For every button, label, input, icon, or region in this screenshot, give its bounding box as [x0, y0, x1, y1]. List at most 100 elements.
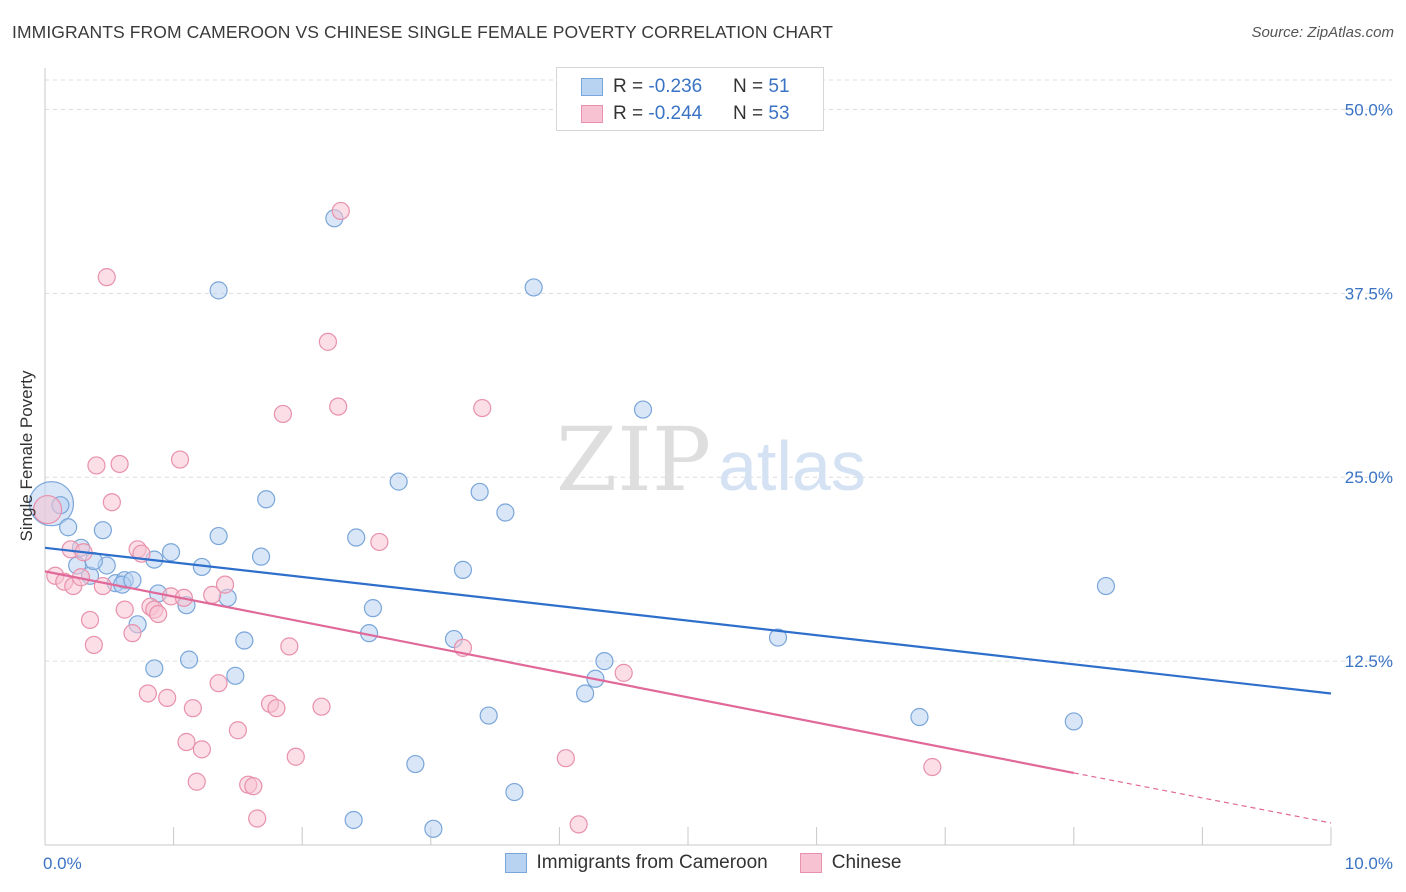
chinese-point — [80, 610, 100, 630]
cameroon-point — [389, 472, 408, 491]
series-legend: Immigrants from Cameroon Chinese — [0, 852, 1406, 874]
chinese-point — [170, 450, 190, 469]
watermark-zip: ZIP — [556, 408, 711, 511]
chinese-point — [923, 757, 942, 777]
chinese-point — [102, 493, 121, 512]
chinese-point — [115, 600, 134, 619]
chinese-point — [228, 721, 247, 740]
chinese-point — [187, 772, 206, 791]
y-axis-label: Single Female Poverty — [17, 370, 36, 542]
y-tick-label: 50.0% — [1345, 100, 1393, 119]
cameroon-point — [524, 278, 543, 297]
cameroon-point — [161, 543, 181, 562]
tick-labels: 12.5% 25.0% 37.5% 50.0% 0.0% 10.0% — [43, 100, 1393, 873]
chinese-point — [370, 532, 389, 552]
legend-r-label: R = — [613, 103, 649, 124]
legend-item-cameroon[interactable]: Immigrants from Cameroon — [504, 852, 768, 874]
legend-swatch-cameroon — [581, 78, 603, 96]
cameroon-point — [59, 518, 78, 537]
chinese-point — [473, 398, 492, 418]
legend-r-value: -0.236 — [648, 76, 703, 97]
legend-label-cameroon: Immigrants from Cameroon — [536, 852, 768, 873]
chinese-point — [87, 456, 106, 475]
grid-lines — [45, 79, 1392, 662]
chinese-point — [158, 688, 177, 707]
stats-legend: R = -0.236 N = 51 R = -0.244 N = 53 — [556, 67, 824, 131]
chinese-point — [280, 637, 299, 656]
cameroon-point — [633, 400, 653, 419]
legend-row-chinese: R = -0.244 N = 53 — [581, 101, 790, 127]
chinese-point — [183, 699, 202, 718]
chinese-point — [329, 397, 348, 416]
cameroon-point — [1064, 712, 1083, 731]
chinese-point — [215, 575, 235, 594]
legend-item-chinese[interactable]: Chinese — [799, 852, 902, 874]
axes — [44, 68, 1332, 846]
chinese-point — [267, 699, 286, 718]
cameroon-point — [344, 810, 363, 830]
chinese-point — [209, 674, 228, 693]
chinese-point — [138, 684, 157, 703]
chinese-point — [244, 777, 263, 796]
chinese-point — [286, 747, 305, 766]
cameroon-point — [424, 819, 443, 838]
cameroon-point — [123, 571, 142, 590]
chinese-point — [97, 268, 116, 287]
chinese-point — [312, 697, 331, 716]
cameroon-point — [235, 631, 254, 650]
chinese-point — [614, 663, 633, 682]
y-tick-label: 12.5% — [1345, 652, 1393, 671]
chart-title: IMMIGRANTS FROM CAMEROON VS CHINESE SING… — [12, 22, 834, 42]
cameroon-point — [470, 482, 489, 502]
chinese-point — [123, 624, 142, 643]
chinese-point — [110, 454, 129, 474]
legend-r-value: -0.244 — [648, 103, 703, 124]
chinese-point — [273, 404, 293, 424]
chinese-point — [248, 809, 267, 828]
chinese-point — [177, 732, 196, 752]
legend-n-value: 53 — [768, 103, 790, 124]
trend-lines — [44, 546, 1332, 824]
y-tick-label: 37.5% — [1345, 284, 1393, 303]
legend-row-cameroon: R = -0.236 N = 51 — [581, 74, 790, 100]
cameroon-point — [1096, 576, 1116, 596]
cameroon-point — [363, 599, 383, 618]
chinese-trend-extension — [1073, 772, 1332, 824]
cameroon-point — [910, 707, 929, 727]
cameroon-point — [505, 782, 524, 802]
chinese-point — [149, 604, 168, 624]
source-label: Source: ZipAtlas.com — [1251, 24, 1394, 41]
cameroon-point — [209, 526, 228, 546]
cameroon-point — [226, 666, 245, 685]
cameroon-point — [406, 754, 425, 774]
watermark-atlas: atlas — [718, 427, 866, 505]
cameroon-point — [209, 281, 228, 300]
cameroon-point — [145, 659, 164, 678]
cameroon-point — [595, 652, 614, 671]
cameroon-point — [347, 528, 366, 547]
legend-swatch-chinese — [581, 105, 603, 123]
chinese-point — [556, 749, 575, 768]
x-tick-label: 10.0% — [1345, 854, 1393, 873]
chinese-point — [93, 576, 112, 596]
chinese-point — [32, 494, 63, 525]
chinese-point — [84, 635, 103, 655]
data-points — [28, 201, 1116, 838]
chinese-point — [331, 201, 350, 221]
cameroon-point — [257, 490, 276, 509]
x-tick-label: 0.0% — [43, 854, 82, 873]
legend-n-label: N = — [733, 76, 769, 97]
cameroon-trend-line — [44, 546, 1332, 695]
chinese-point — [192, 740, 211, 759]
chinese-point — [318, 332, 338, 351]
legend-n-label: N = — [733, 103, 769, 124]
cameroon-point — [453, 560, 473, 579]
cameroon-point — [479, 706, 498, 725]
legend-n-value: 51 — [768, 76, 790, 97]
cameroon-point — [179, 650, 199, 669]
cameroon-point — [496, 503, 515, 522]
legend-r-label: R = — [613, 76, 649, 97]
legend-label-chinese: Chinese — [831, 852, 902, 873]
cameroon-point — [93, 521, 112, 540]
